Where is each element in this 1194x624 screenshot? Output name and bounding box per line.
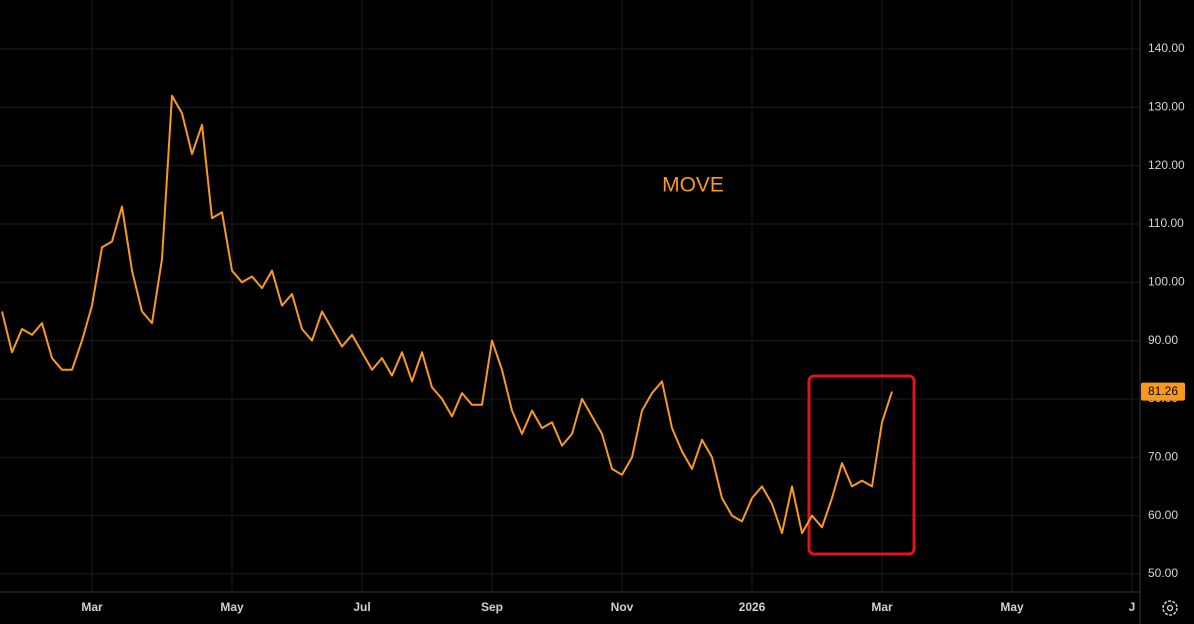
last-value-box — [1141, 382, 1185, 401]
x-tick-label: Sep — [481, 600, 503, 614]
gear[interactable] — [1162, 600, 1178, 616]
y-tick-label: 100.00 — [1148, 274, 1185, 288]
y-tick-label: 120.00 — [1148, 158, 1185, 172]
highlight-box — [807, 374, 916, 556]
annotation: MOVE — [662, 174, 724, 197]
x-tick-label: Jul — [353, 600, 370, 614]
y-tick-label: 50.00 — [1148, 566, 1178, 580]
grid — [0, 0, 1140, 592]
line-series — [1, 94, 893, 535]
x-tick-label: J — [1129, 600, 1136, 614]
last-value-label: 81.26 — [1148, 384, 1178, 398]
x-tick-label: 2026 — [739, 600, 766, 614]
x-tick-label: May — [1000, 600, 1024, 614]
gear-center[interactable] — [1166, 604, 1174, 612]
y-tick-label: 130.00 — [1148, 99, 1185, 113]
x-tick-label: Nov — [611, 600, 634, 614]
y-tick-label: 70.00 — [1148, 449, 1178, 463]
x-tick-label: May — [220, 600, 244, 614]
y-tick-label: 140.00 — [1148, 41, 1185, 55]
y-tick-label: 60.00 — [1148, 508, 1178, 522]
y-tick-label: 90.00 — [1148, 333, 1178, 347]
x-tick-label: Mar — [871, 600, 893, 614]
settings-icon[interactable] — [1162, 600, 1178, 616]
x-tick-label: Mar — [81, 600, 103, 614]
y-tick-label: 110.00 — [1148, 216, 1184, 230]
